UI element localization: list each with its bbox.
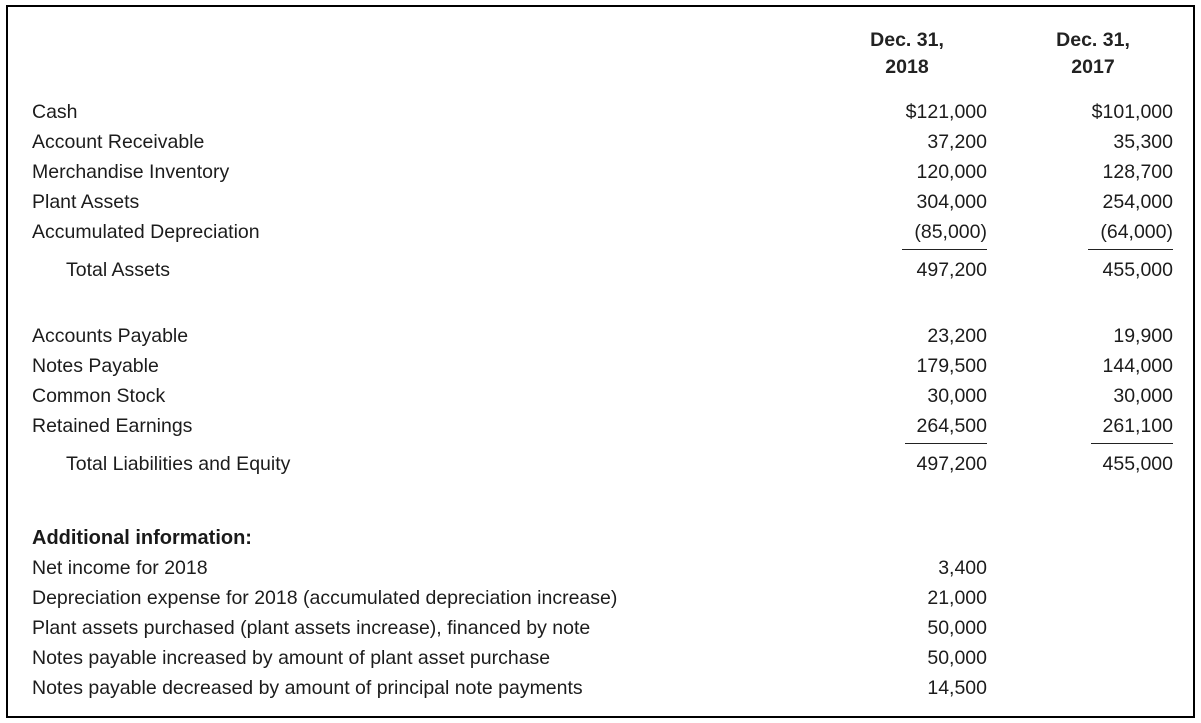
row-label: Merchandise Inventory (32, 161, 230, 183)
value-2017: 144,000 (1102, 355, 1174, 377)
column-header-row: Dec. 31, 2018 Dec. 31, 2017 (32, 23, 1173, 81)
section-divider (32, 285, 1173, 321)
table-row: Accounts Payable 23,200 19,900 (32, 321, 1173, 351)
figure-frame: Dec. 31, 2018 Dec. 31, 2017 Cash $121,00… (6, 5, 1195, 718)
section-divider (32, 479, 1173, 523)
value-2018: 120,000 (916, 161, 988, 183)
additional-value: 50,000 (927, 647, 987, 669)
additional-info-row: Notes payable increased by amount of pla… (32, 643, 1173, 673)
value-2018: 497,200 (916, 453, 988, 475)
value-2017: (64,000) (1013, 217, 1173, 250)
additional-value: 14,500 (927, 677, 987, 699)
additional-info-row: Depreciation expense for 2018 (accumulat… (32, 583, 1173, 613)
value-2017: 455,000 (1102, 259, 1174, 281)
table-row: Accumulated Depreciation (85,000) (64,00… (32, 217, 1173, 250)
value-2017: 30,000 (1113, 385, 1173, 407)
value-2017: 261,100 (1013, 411, 1173, 444)
value-2017: 35,300 (1113, 131, 1173, 153)
additional-info-row: Plant assets purchased (plant assets inc… (32, 613, 1173, 643)
value-2017: $101,000 (1091, 101, 1173, 123)
additional-value: 3,400 (938, 557, 987, 579)
row-label: Common Stock (32, 385, 166, 407)
row-label: Accumulated Depreciation (32, 221, 260, 243)
table-row: Account Receivable 37,200 35,300 (32, 127, 1173, 157)
value-2018: 30,000 (927, 385, 987, 407)
row-label: Notes payable decreased by amount of pri… (32, 677, 583, 699)
table-row: Cash $121,000 $101,000 (32, 97, 1173, 127)
additional-value: 21,000 (927, 587, 987, 609)
row-label: Plant Assets (32, 191, 140, 213)
value-2018: 304,000 (916, 191, 988, 213)
row-label: Account Receivable (32, 131, 205, 153)
value-2018: 23,200 (927, 325, 987, 347)
value-2018: (85,000) (827, 217, 987, 250)
value-2018: 497,200 (916, 259, 988, 281)
total-assets-row: Total Assets 497,200 455,000 (32, 255, 1173, 285)
row-label: Total Liabilities and Equity (66, 453, 291, 475)
row-label: Net income for 2018 (32, 557, 208, 579)
row-label: Accounts Payable (32, 325, 189, 347)
additional-info-row: Notes payable decreased by amount of pri… (32, 673, 1173, 703)
row-label: Total Assets (66, 259, 171, 281)
value-2017: 254,000 (1102, 191, 1174, 213)
row-label: Plant assets purchased (plant assets inc… (32, 617, 591, 639)
additional-information-heading: Additional information: (32, 527, 252, 549)
row-label: Notes payable increased by amount of pla… (32, 647, 551, 669)
column-header-2017: Dec. 31, 2017 (1056, 29, 1130, 78)
value-2018: 179,500 (916, 355, 988, 377)
value-2018: $121,000 (905, 101, 987, 123)
table-row: Common Stock 30,000 30,000 (32, 381, 1173, 411)
total-liabilities-equity-row: Total Liabilities and Equity 497,200 455… (32, 449, 1173, 479)
row-label: Retained Earnings (32, 415, 193, 437)
value-2018: 37,200 (927, 131, 987, 153)
additional-info-row: Net income for 2018 3,400 (32, 553, 1173, 583)
value-2018: 264,500 (827, 411, 987, 444)
table-row: Plant Assets 304,000 254,000 (32, 187, 1173, 217)
value-2017: 128,700 (1102, 161, 1174, 183)
table-row: Retained Earnings 264,500 261,100 (32, 411, 1173, 444)
row-label: Depreciation expense for 2018 (accumulat… (32, 587, 618, 609)
table-row: Merchandise Inventory 120,000 128,700 (32, 157, 1173, 187)
value-2017: 19,900 (1113, 325, 1173, 347)
row-label: Cash (32, 101, 78, 123)
row-label: Notes Payable (32, 355, 159, 377)
table-row: Notes Payable 179,500 144,000 (32, 351, 1173, 381)
value-2017: 455,000 (1102, 453, 1174, 475)
additional-value: 50,000 (927, 617, 987, 639)
column-header-2018: Dec. 31, 2018 (870, 29, 944, 78)
